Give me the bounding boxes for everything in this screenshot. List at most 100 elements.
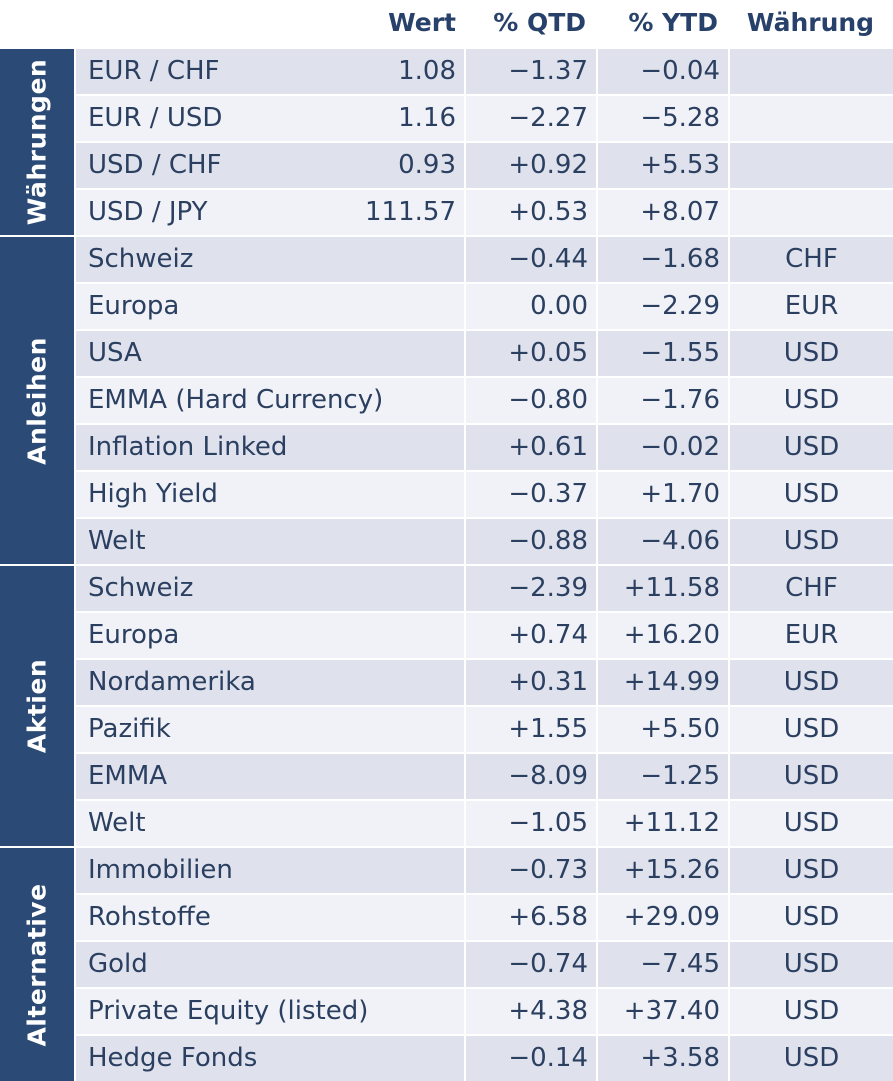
row-ytd: −1.76 xyxy=(598,378,728,423)
row-wert xyxy=(76,754,464,799)
row-name: Schweiz xyxy=(76,237,464,282)
row-qtd: −2.39 xyxy=(466,566,596,611)
table-row: Schweiz −0.44 −1.68 CHF xyxy=(76,237,893,282)
group-label: Anleihen xyxy=(22,336,52,465)
table-row: EUR / CHF 1.08 −1.37 −0.04 xyxy=(76,49,893,94)
row-name: Schweiz xyxy=(76,566,464,611)
group-label: Aktien xyxy=(22,658,52,754)
row-qtd: −0.14 xyxy=(466,1036,596,1081)
row-name: Europa xyxy=(76,284,464,329)
group-label: Währungen xyxy=(22,58,52,226)
row-name: High Yield xyxy=(76,472,464,517)
row-currency: USD xyxy=(730,519,893,564)
row-qtd: −0.88 xyxy=(466,519,596,564)
row-currency: EUR xyxy=(730,613,893,658)
table-row: High Yield −0.37 +1.70 USD xyxy=(76,472,893,517)
row-currency: EUR xyxy=(730,284,893,329)
group-aktien: Aktien Schweiz −2.39 +11.58 CHF Europa +0.74 +1… xyxy=(0,566,893,846)
row-ytd: +14.99 xyxy=(598,660,728,705)
row-wert xyxy=(76,801,464,846)
row-qtd: +0.61 xyxy=(466,425,596,470)
row-wert: 1.16 xyxy=(398,103,456,133)
group-label-box: Aktien xyxy=(0,566,74,846)
header-ytd: % YTD xyxy=(628,8,718,37)
table-row: Gold −0.74 −7.45 USD xyxy=(76,942,893,987)
row-currency: USD xyxy=(730,989,893,1034)
row-wert xyxy=(76,566,464,611)
table-row: EMMA (Hard Currency) −0.80 −1.76 USD xyxy=(76,378,893,423)
row-ytd: +3.58 xyxy=(598,1036,728,1081)
row-ytd: +37.40 xyxy=(598,989,728,1034)
row-wert xyxy=(76,660,464,705)
row-currency: USD xyxy=(730,942,893,987)
row-name: Immobilien xyxy=(76,848,464,893)
row-qtd: −0.80 xyxy=(466,378,596,423)
row-qtd: 0.00 xyxy=(466,284,596,329)
row-currency xyxy=(730,190,893,235)
header-qtd: % QTD xyxy=(493,8,586,37)
group-w-hrungen: Währungen EUR / CHF 1.08 −1.37 −0.04 EUR / US… xyxy=(0,49,893,235)
row-wert xyxy=(76,613,464,658)
row-name: USD / CHF xyxy=(76,143,464,188)
table-row: Private Equity (listed) +4.38 +37.40 USD xyxy=(76,989,893,1034)
row-ytd: −2.29 xyxy=(598,284,728,329)
row-wert xyxy=(76,425,464,470)
row-qtd: −1.05 xyxy=(466,801,596,846)
row-ytd: +11.12 xyxy=(598,801,728,846)
row-name: USD / JPY xyxy=(76,190,464,235)
row-qtd: −0.74 xyxy=(466,942,596,987)
row-name: EUR / USD xyxy=(76,96,464,141)
row-name: Pazifik xyxy=(76,707,464,752)
row-wert: 1.08 xyxy=(398,56,456,86)
row-wert xyxy=(76,378,464,423)
row-qtd: +0.31 xyxy=(466,660,596,705)
row-ytd: −0.02 xyxy=(598,425,728,470)
row-wert: 0.93 xyxy=(398,150,456,180)
row-currency xyxy=(730,143,893,188)
table-row: USA +0.05 −1.55 USD xyxy=(76,331,893,376)
table-row: Welt −0.88 −4.06 USD xyxy=(76,519,893,564)
header-wert: Wert xyxy=(388,8,456,37)
row-qtd: −0.44 xyxy=(466,237,596,282)
table-row: EMMA −8.09 −1.25 USD xyxy=(76,754,893,799)
row-qtd: +6.58 xyxy=(466,895,596,940)
row-ytd: +5.50 xyxy=(598,707,728,752)
row-wert xyxy=(76,942,464,987)
row-qtd: +0.92 xyxy=(466,143,596,188)
row-ytd: −4.06 xyxy=(598,519,728,564)
row-qtd: −8.09 xyxy=(466,754,596,799)
row-ytd: +11.58 xyxy=(598,566,728,611)
table-row: EUR / USD 1.16 −2.27 −5.28 xyxy=(76,96,893,141)
row-name: EUR / CHF xyxy=(76,49,464,94)
row-currency: USD xyxy=(730,425,893,470)
row-qtd: +4.38 xyxy=(466,989,596,1034)
group-label: Alternative xyxy=(22,882,52,1047)
row-wert xyxy=(76,237,464,282)
group-label-box: Alternative xyxy=(0,848,74,1081)
table-row: Europa 0.00 −2.29 EUR xyxy=(76,284,893,329)
table-row: Hedge Fonds −0.14 +3.58 USD xyxy=(76,1036,893,1081)
row-ytd: +29.09 xyxy=(598,895,728,940)
group-anleihen: Anleihen Schweiz −0.44 −1.68 CHF Europa 0.00 −2… xyxy=(0,237,893,564)
row-qtd: −1.37 xyxy=(466,49,596,94)
group-label-box: Währungen xyxy=(0,49,74,235)
header-currency: Währung xyxy=(746,8,875,37)
group-label-box: Anleihen xyxy=(0,237,74,564)
row-ytd: +1.70 xyxy=(598,472,728,517)
row-ytd: −1.25 xyxy=(598,754,728,799)
group-alternative: Alternative Immobilien −0.73 +15.26 USD Rohst… xyxy=(0,848,893,1081)
row-ytd: −5.28 xyxy=(598,96,728,141)
table-header: Wert % QTD % YTD Währung xyxy=(0,0,893,46)
row-name: Hedge Fonds xyxy=(76,1036,464,1081)
row-ytd: −1.55 xyxy=(598,331,728,376)
row-currency: USD xyxy=(730,378,893,423)
table-row: Immobilien −0.73 +15.26 USD xyxy=(76,848,893,893)
row-ytd: −7.45 xyxy=(598,942,728,987)
row-qtd: −0.37 xyxy=(466,472,596,517)
row-qtd: −0.73 xyxy=(466,848,596,893)
row-currency: USD xyxy=(730,660,893,705)
row-name: Private Equity (listed) xyxy=(76,989,464,1034)
row-name: Welt xyxy=(76,801,464,846)
row-name: EMMA (Hard Currency) xyxy=(76,378,464,423)
row-currency: USD xyxy=(730,331,893,376)
